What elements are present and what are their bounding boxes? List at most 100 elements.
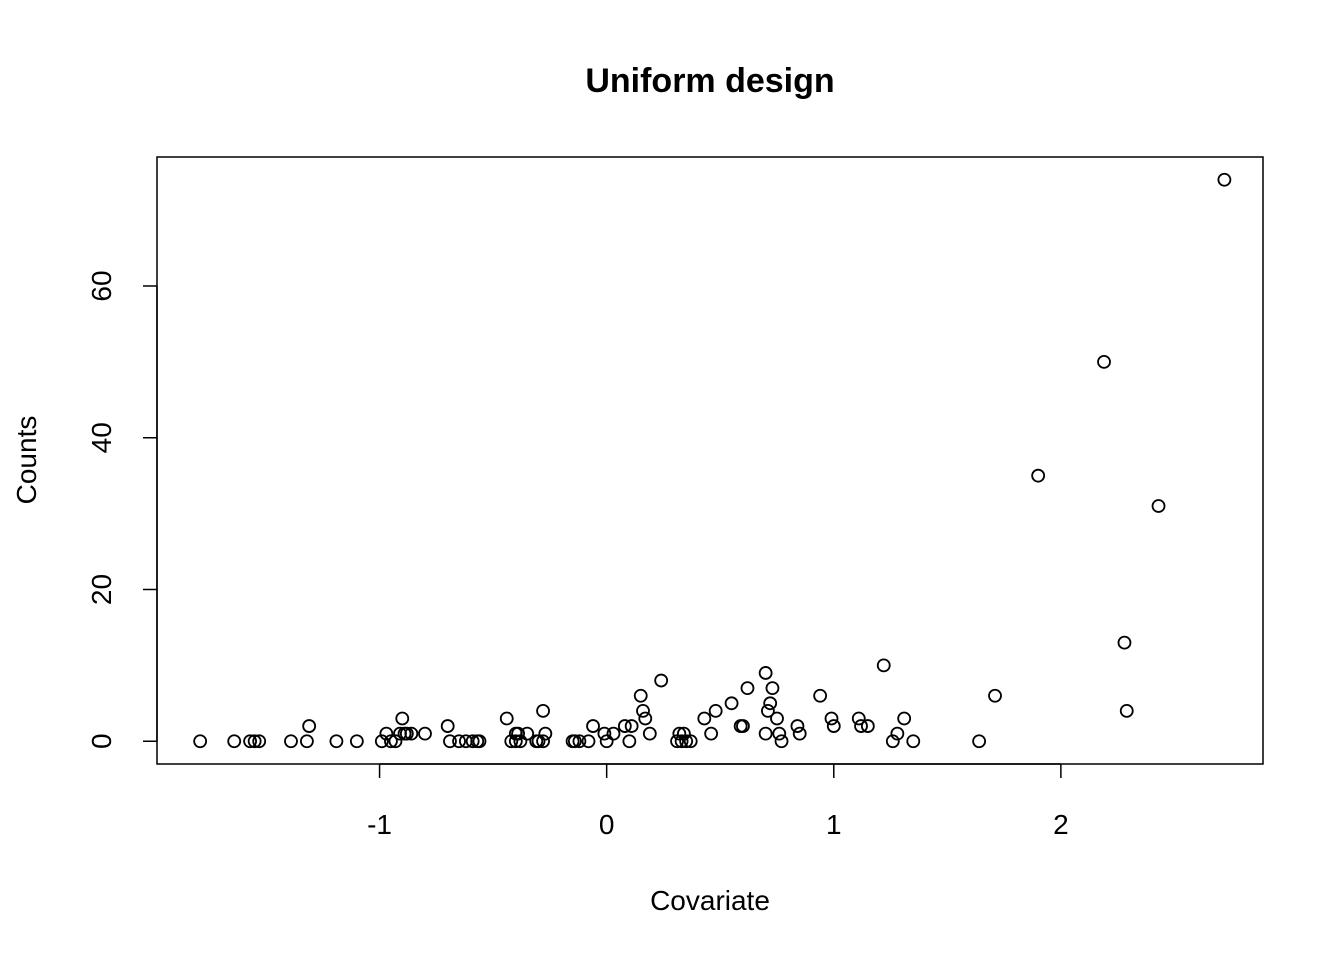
data-point <box>227 734 242 749</box>
data-point <box>851 711 866 726</box>
data-point <box>520 726 535 741</box>
data-point <box>761 703 775 718</box>
data-point <box>642 726 657 741</box>
data-point <box>572 734 587 749</box>
data-point <box>824 711 839 726</box>
data-point <box>636 703 650 718</box>
data-point <box>813 688 828 703</box>
chart-title: Uniform design <box>585 62 834 100</box>
data-point <box>243 734 258 749</box>
data-point <box>617 719 632 733</box>
data-point <box>654 673 669 688</box>
data-point <box>399 726 414 741</box>
data-point <box>504 734 519 749</box>
y-axis-label: Counts <box>11 416 42 505</box>
data-point <box>284 734 298 749</box>
data-point <box>508 734 523 749</box>
data-point <box>581 734 596 749</box>
data-point <box>1097 354 1111 369</box>
data-point <box>790 719 805 733</box>
data-point <box>499 711 514 726</box>
data-point <box>511 726 525 741</box>
data-point <box>388 734 403 749</box>
data-point <box>252 734 267 749</box>
data-point <box>1119 703 1134 718</box>
y-tick-label: 60 <box>86 270 117 301</box>
data-point <box>670 734 684 749</box>
data-point <box>704 726 719 741</box>
data-point <box>299 734 314 749</box>
y-tick-label: 40 <box>86 422 117 453</box>
data-point <box>633 688 648 703</box>
x-axis-label: Covariate <box>650 885 770 916</box>
data-point <box>1151 499 1166 513</box>
data-point <box>567 734 582 749</box>
data-point <box>724 696 739 711</box>
data-point <box>472 734 487 749</box>
data-point <box>443 734 457 749</box>
data-point <box>606 726 621 741</box>
data-point <box>683 734 698 749</box>
data-point <box>247 734 262 749</box>
data-point <box>897 711 912 726</box>
data-point <box>193 734 208 749</box>
data-point <box>597 726 612 741</box>
data-point <box>1117 635 1132 650</box>
y-axis: 0 20 40 60 <box>86 270 158 749</box>
data-point <box>758 666 773 680</box>
data-point <box>452 734 466 749</box>
data-point <box>349 734 364 749</box>
data-point <box>772 726 787 741</box>
data-point <box>774 734 789 749</box>
data-point <box>765 681 780 696</box>
data-point <box>826 719 841 733</box>
data-point <box>465 734 480 749</box>
data-point <box>440 719 455 733</box>
data-point <box>538 726 553 741</box>
data-point <box>736 719 750 733</box>
data-point <box>770 711 784 726</box>
data-point <box>679 734 694 749</box>
data-point <box>763 696 778 711</box>
data-point <box>674 734 689 749</box>
data-point <box>876 658 891 673</box>
x-tick-label: 2 <box>1053 809 1069 840</box>
x-axis: -1 0 1 2 <box>367 763 1069 840</box>
data-point <box>586 719 600 733</box>
y-tick-label: 0 <box>86 733 117 749</box>
data-point <box>329 734 344 749</box>
data-point <box>302 719 317 733</box>
data-point <box>697 711 712 726</box>
plot-frame <box>156 156 1264 765</box>
data-point <box>531 734 546 749</box>
data-point <box>536 734 550 749</box>
data-point <box>384 734 398 749</box>
data-point <box>418 726 432 741</box>
data-point <box>885 734 900 749</box>
data-point <box>622 734 637 749</box>
data-point <box>374 734 389 749</box>
data-point <box>708 703 723 718</box>
data-point <box>638 711 653 726</box>
data-point <box>404 726 419 741</box>
data-points <box>193 172 1232 749</box>
data-point <box>513 734 528 749</box>
data-point <box>972 734 987 749</box>
data-point <box>1217 172 1232 187</box>
data-point <box>906 734 921 749</box>
data-point <box>624 719 639 733</box>
data-point <box>792 726 807 741</box>
data-point <box>860 719 875 733</box>
y-tick-label: 20 <box>86 574 117 605</box>
data-point <box>890 726 905 741</box>
data-point <box>536 703 550 718</box>
x-tick-label: -1 <box>367 809 392 840</box>
data-point <box>395 711 410 726</box>
data-point <box>854 719 868 733</box>
data-point <box>988 688 1002 703</box>
data-point <box>672 726 687 741</box>
data-point <box>676 726 691 741</box>
data-point <box>1031 468 1046 483</box>
data-point <box>599 734 614 749</box>
